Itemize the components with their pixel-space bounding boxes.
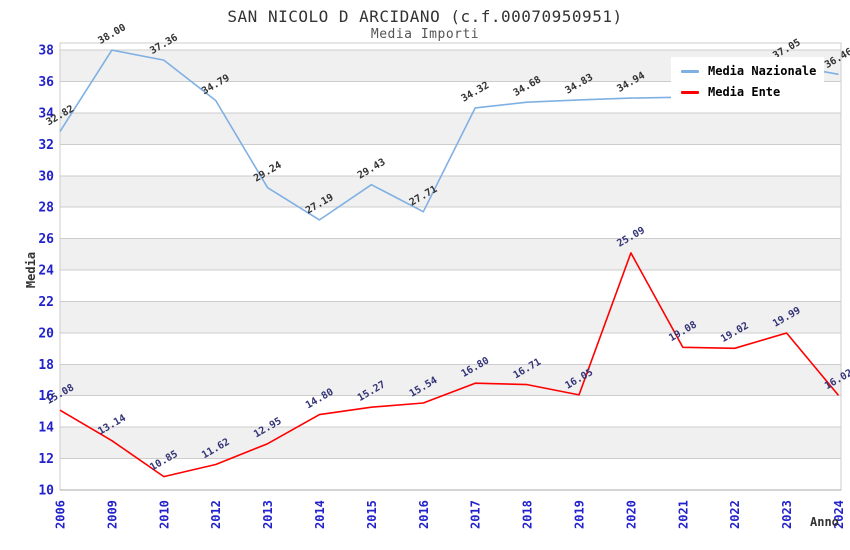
y-tick-label: 28: [38, 201, 54, 216]
y-tick-label: 38: [38, 44, 54, 59]
x-tick-label: 2014: [313, 500, 327, 529]
x-tick-label: 2013: [261, 500, 275, 529]
x-tick-label: 2009: [105, 500, 119, 529]
plot-band: [60, 238, 841, 271]
y-tick-label: 20: [38, 326, 54, 341]
x-tick-label: 2023: [780, 500, 794, 529]
media-ente-line: [59, 252, 840, 478]
plot-band: [60, 427, 841, 459]
x-tick-label: 2022: [728, 500, 742, 529]
x-tick-label: 2020: [624, 500, 638, 529]
legend-label-media-nazionale: Media Nazionale: [708, 64, 817, 78]
media-nazionale-line-swatch: [681, 69, 699, 73]
x-tick-label: 2024: [832, 500, 846, 529]
x-tick-label: 2021: [676, 500, 690, 529]
y-tick-label: 24: [38, 264, 54, 279]
chart-title: SAN NICOLO D ARCIDANO (c.f.00070950951): [227, 7, 623, 26]
media-ente-line-swatch: [681, 90, 699, 94]
y-axis-title: Media: [24, 251, 38, 289]
y-tick-label: 26: [38, 232, 54, 247]
plot-band: [60, 112, 841, 145]
legend: Media Nazionale Media Ente: [671, 57, 825, 106]
legend-item-media-nazionale[interactable]: Media Nazionale: [681, 64, 816, 78]
x-tick-label: 2019: [573, 500, 587, 529]
x-tick-label: 2018: [521, 500, 535, 529]
y-tick-label: 36: [38, 75, 54, 90]
y-tick-label: 12: [38, 452, 54, 467]
y-tick-label: 22: [38, 295, 54, 310]
y-tick-label: 32: [38, 138, 54, 153]
x-tick-label: 2017: [469, 500, 483, 529]
plot-band: [60, 175, 841, 208]
y-tick-label: 30: [38, 169, 54, 184]
y-tick-label: 16: [38, 389, 54, 404]
chart-subtitle: Media Importi: [370, 27, 480, 42]
plot-band: [60, 364, 841, 396]
x-tick-label: 2012: [209, 500, 223, 529]
y-tick-label: 14: [38, 421, 54, 436]
plot-band: [60, 301, 841, 333]
y-tick-label: 10: [38, 484, 54, 499]
x-tick-label: 2015: [365, 500, 379, 529]
y-tick-label: 18: [38, 358, 54, 373]
media-nazionale-point-label: 34.32: [460, 80, 492, 105]
legend-label-media-ente: Media Ente: [708, 85, 781, 99]
legend-item-media-ente[interactable]: Media Ente: [681, 85, 816, 99]
x-axis-title: Anno: [810, 515, 839, 529]
x-tick-label: 2010: [157, 500, 171, 529]
x-tick-label: 2006: [54, 500, 68, 529]
x-tick-label: 2016: [417, 500, 431, 529]
y-tick-label: 34: [38, 106, 54, 121]
